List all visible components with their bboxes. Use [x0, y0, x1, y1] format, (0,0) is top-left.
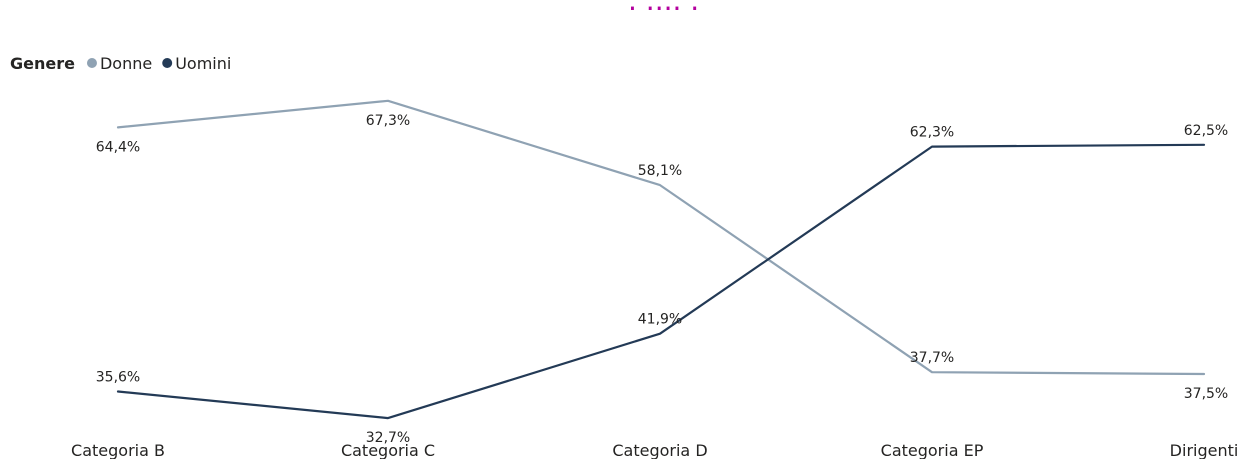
- data-label-uomini-5: 62,5%: [1184, 123, 1228, 139]
- x-axis: Categoria B Categoria C Categoria D Categor…: [71, 441, 1238, 459]
- data-label-donne-3: 58,1%: [638, 163, 682, 179]
- cropped-title-fragment: · ···· ·: [628, 0, 778, 16]
- data-label-donne-2: 67,3%: [366, 113, 410, 129]
- data-label-donne-4: 37,7%: [910, 350, 954, 366]
- series-line-donne[interactable]: [116, 99, 1206, 376]
- legend-marker-uomini: [162, 58, 173, 68]
- series-line-uomini[interactable]: [116, 143, 1206, 420]
- data-label-donne-1: 64,4%: [96, 139, 140, 155]
- x-tick-label-2: Categoria C: [341, 441, 435, 459]
- x-tick-label-5: Dirigenti: [1170, 441, 1239, 459]
- data-label-donne-5: 37,5%: [1184, 386, 1228, 402]
- x-tick-label-4: Categoria EP: [881, 441, 984, 459]
- data-labels: 64,4% 67,3% 58,1% 37,7% 37,5% 35,6% 32,7% 41,9%…: [96, 113, 1228, 446]
- data-label-uomini-2: 32,7%: [366, 430, 410, 446]
- x-tick-label-1: Categoria B: [71, 441, 165, 459]
- series-layer: [116, 99, 1206, 420]
- data-label-uomini-1: 35,6%: [96, 370, 140, 386]
- legend-entry-donne[interactable]: Donne: [100, 54, 152, 73]
- legend: Genere Donne Uomini: [10, 54, 231, 73]
- data-label-uomini-3: 41,9%: [638, 312, 682, 328]
- legend-entry-uomini[interactable]: Uomini: [175, 54, 231, 73]
- title-area: · ···· ·: [0, 0, 1246, 44]
- x-tick-label-3: Categoria D: [612, 441, 707, 459]
- legend-marker-donne: [86, 58, 97, 68]
- legend-title: Genere: [10, 54, 75, 73]
- data-label-uomini-4: 62,3%: [910, 125, 954, 141]
